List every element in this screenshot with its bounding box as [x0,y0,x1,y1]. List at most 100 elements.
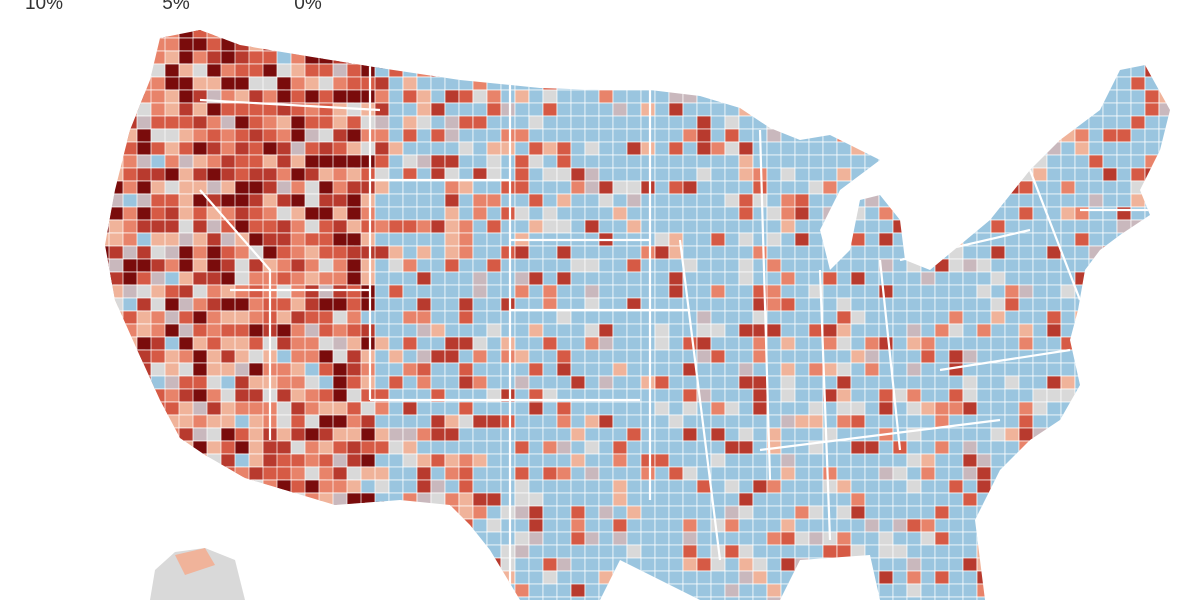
county [584,336,600,351]
county [962,518,978,533]
county [710,362,726,377]
county [682,401,698,416]
county [458,271,474,286]
county [262,453,278,468]
county [710,440,726,455]
county [332,219,349,234]
county [696,557,712,572]
county [668,375,684,390]
county [584,466,600,481]
county [528,544,544,559]
county [626,362,642,377]
county [948,336,964,351]
county [752,557,768,572]
county [444,310,460,325]
county [654,206,670,221]
county [668,193,684,208]
county [794,284,810,299]
county [808,544,824,559]
county [822,453,838,468]
county [710,232,726,247]
county [850,297,866,312]
county [850,258,866,273]
county [752,466,768,481]
county [1130,167,1146,182]
county [892,583,908,598]
county [696,479,712,494]
county [710,284,726,299]
county [920,362,936,377]
county [934,401,950,416]
county [528,440,544,455]
county [682,414,698,429]
county [444,128,460,143]
county [766,154,782,169]
county [416,219,432,234]
county [836,388,852,403]
county [794,232,810,247]
county [584,167,600,182]
county [192,258,209,273]
county [654,310,670,325]
county [738,479,754,494]
county [374,258,390,273]
county [612,180,628,195]
county [416,76,432,91]
county [738,128,754,143]
county [1004,401,1020,416]
county [780,375,796,390]
county [612,271,628,286]
county [472,492,488,507]
county [766,219,782,234]
county [990,401,1006,416]
county [920,531,936,546]
county [920,440,936,455]
county [962,466,978,481]
county [1088,232,1104,247]
county [514,583,530,598]
county [766,583,782,598]
county [388,284,404,299]
county [752,414,768,429]
county [696,141,712,156]
county [612,453,628,468]
county [934,388,950,403]
county [738,388,754,403]
county [332,310,348,325]
county [500,453,516,468]
county [724,427,740,442]
county [1102,102,1118,117]
county [458,310,474,325]
county [416,284,432,299]
county [738,180,754,195]
county [458,115,474,130]
county [654,427,670,442]
county [822,180,838,195]
county [570,115,586,130]
county [962,414,978,429]
county [584,115,600,130]
county [962,297,978,312]
county [556,401,572,416]
county [948,258,964,273]
county [1032,375,1048,390]
county [1032,284,1048,299]
county [766,570,782,585]
county [556,154,572,169]
county [640,193,656,208]
county [486,401,502,416]
county [206,336,223,351]
county [528,89,544,104]
county [584,141,600,156]
county [542,557,558,572]
county [346,414,363,429]
county [416,375,432,390]
county [416,336,432,351]
county [388,154,404,169]
county [514,453,530,468]
county [654,258,670,273]
county [906,479,922,494]
county [962,596,978,600]
county [360,154,377,169]
county [486,531,502,546]
